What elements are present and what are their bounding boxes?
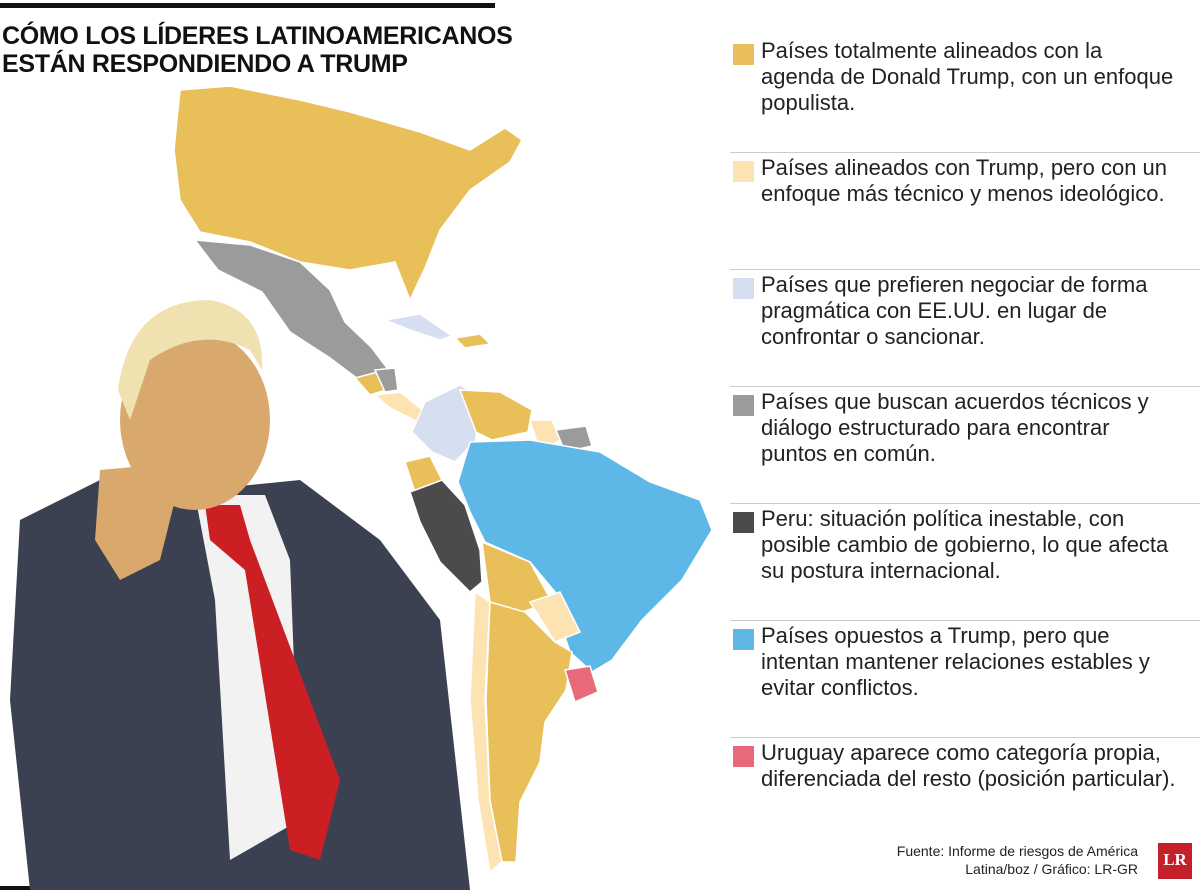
legend-text: Países que prefieren negociar de forma p… (761, 272, 1148, 349)
map (173, 85, 713, 874)
legend-item: Uruguay aparece como categoría propia, d… (730, 738, 1200, 855)
logo: LR (1158, 843, 1192, 879)
legend-swatch (733, 395, 754, 416)
legend-item: Países totalmente alineados con la agend… (730, 36, 1200, 153)
legend-swatch (733, 278, 754, 299)
legend-text: Peru: situación política inestable, con … (761, 506, 1169, 583)
usa (173, 85, 523, 302)
legend-item: Países que buscan acuerdos técnicos y di… (730, 387, 1200, 504)
legend-text: Países opuestos a Trump, pero que intent… (761, 623, 1150, 700)
title: CÓMO LOS LÍDERES LATINOAMERICANOS ESTÁN … (2, 22, 513, 78)
uruguay (564, 665, 599, 704)
peru (409, 479, 483, 594)
legend-swatch (733, 629, 754, 650)
cuba (382, 313, 454, 341)
brazil (457, 439, 713, 673)
legend: Países totalmente alineados con la agend… (730, 36, 1200, 855)
caribbean (453, 333, 492, 349)
legend-swatch (733, 44, 754, 65)
top-rule (0, 3, 495, 8)
legend-item: Peru: situación política inestable, con … (730, 504, 1200, 621)
legend-swatch (733, 161, 754, 182)
legend-swatch (733, 746, 754, 767)
colombia (411, 384, 479, 463)
legend-item: Países opuestos a Trump, pero que intent… (730, 621, 1200, 738)
paraguay (528, 591, 582, 643)
legend-text: Países totalmente alineados con la agend… (761, 38, 1174, 115)
legend-text: Uruguay aparece como categoría propia, d… (761, 740, 1176, 791)
person-photo (10, 300, 470, 890)
source: Fuente: Informe de riesgos de América La… (896, 843, 1138, 877)
legend-swatch (733, 512, 754, 533)
legend-item: Países alineados con Trump, pero con un … (730, 153, 1200, 270)
legend-text: Países que buscan acuerdos técnicos y di… (761, 389, 1149, 466)
honduras (373, 367, 399, 393)
argentina (485, 601, 573, 863)
legend-text: Países alineados con Trump, pero con un … (761, 155, 1168, 206)
legend-item: Países que prefieren negociar de forma p… (730, 270, 1200, 387)
venezuela (458, 389, 533, 441)
